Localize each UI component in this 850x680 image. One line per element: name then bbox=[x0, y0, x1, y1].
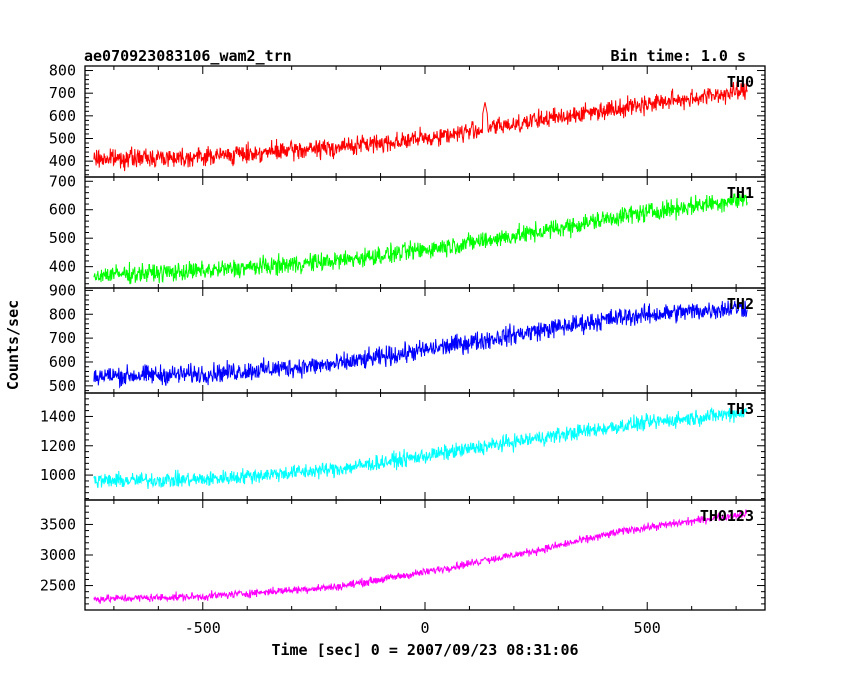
y-tick-label: 400 bbox=[49, 152, 76, 170]
y-tick-label: 700 bbox=[49, 84, 76, 102]
y-axis-title: Counts/sec bbox=[4, 300, 22, 390]
x-axis: -500 0 500 bbox=[185, 619, 661, 637]
y-tick-label: 2500 bbox=[40, 577, 76, 595]
panel-label: TH3 bbox=[727, 400, 754, 418]
y-tick-label: 600 bbox=[49, 353, 76, 371]
panel-label: TH0123 bbox=[700, 507, 754, 525]
panel-frame bbox=[84, 392, 766, 501]
chart-title: ae070923083106_wam2_trn bbox=[84, 47, 292, 65]
series-th0-line bbox=[93, 81, 748, 172]
series-th2-line bbox=[93, 300, 748, 389]
x-tick-label: -500 bbox=[185, 619, 221, 637]
x-tick-label: 500 bbox=[634, 619, 661, 637]
panel-th0123: 2500 3000 3500 TH0123 bbox=[40, 499, 766, 611]
y-tick-label: 900 bbox=[49, 281, 76, 299]
panel-frame bbox=[84, 499, 766, 611]
y-tick-label: 3000 bbox=[40, 546, 76, 564]
panel-th2: 500 600 700 800 900 TH2 bbox=[49, 281, 766, 395]
y-tick-label: 700 bbox=[49, 172, 76, 190]
panel-th0: 400 500 600 700 800 TH0 bbox=[49, 62, 766, 178]
x-axis-title: Time [sec] 0 = 2007/09/23 08:31:06 bbox=[271, 641, 578, 659]
y-tick-label: 1000 bbox=[40, 466, 76, 484]
y-tick-label: 600 bbox=[49, 107, 76, 125]
panel-frame bbox=[84, 287, 766, 394]
y-tick-label: 500 bbox=[49, 229, 76, 247]
panels: 400 500 600 700 800 TH0 400 500 600 700 TH1 500 600 7… bbox=[40, 62, 766, 611]
y-tick-label: 700 bbox=[49, 329, 76, 347]
y-tick-label: 500 bbox=[49, 377, 76, 395]
y-tick-label: 3500 bbox=[40, 515, 76, 533]
y-tick-label: 400 bbox=[49, 258, 76, 276]
y-tick-label: 1400 bbox=[40, 407, 76, 425]
y-tick-label: 800 bbox=[49, 305, 76, 323]
panel-label: TH0 bbox=[727, 73, 754, 91]
series-th1-line bbox=[93, 193, 748, 285]
x-tick-label: 0 bbox=[420, 619, 429, 637]
series-th0123-line bbox=[93, 509, 748, 604]
y-tick-label: 800 bbox=[49, 62, 76, 80]
y-tick-label: 1200 bbox=[40, 437, 76, 455]
series-th3-line bbox=[93, 407, 748, 489]
panel-label: TH2 bbox=[727, 295, 754, 313]
bin-time-label: Bin time: 1.0 s bbox=[611, 47, 746, 65]
panel-frame bbox=[84, 65, 766, 178]
panel-label: TH1 bbox=[727, 184, 754, 202]
panel-th3: 1000 1200 1400 TH3 bbox=[40, 392, 766, 501]
y-tick-label: 500 bbox=[49, 129, 76, 147]
panel-th1: 400 500 600 700 TH1 bbox=[49, 172, 766, 289]
y-tick-label: 600 bbox=[49, 201, 76, 219]
